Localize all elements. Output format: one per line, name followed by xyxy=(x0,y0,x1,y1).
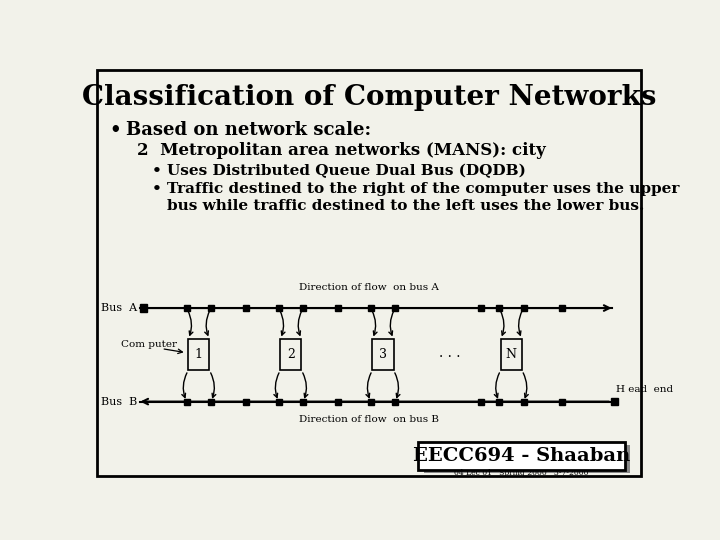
Text: •: • xyxy=(109,121,121,139)
FancyBboxPatch shape xyxy=(500,339,522,370)
Text: H ead  end: H ead end xyxy=(616,384,673,394)
Text: Direction of flow  on bus A: Direction of flow on bus A xyxy=(299,284,439,292)
Text: Traffic destined to the right of the computer uses the upper: Traffic destined to the right of the com… xyxy=(167,182,680,196)
Text: Classification of Computer Networks: Classification of Computer Networks xyxy=(82,84,656,111)
Text: 04 Lec 01   Spring 2000   3-7-2000: 04 Lec 01 Spring 2000 3-7-2000 xyxy=(454,469,588,477)
Text: •: • xyxy=(151,182,161,196)
Text: . . .: . . . xyxy=(439,346,461,360)
Text: Com puter: Com puter xyxy=(121,340,176,349)
Text: 2  Metropolitan area networks (MANS): city: 2 Metropolitan area networks (MANS): cit… xyxy=(138,141,546,159)
Bar xyxy=(611,398,618,406)
Text: 2: 2 xyxy=(287,348,294,361)
Text: Based on network scale:: Based on network scale: xyxy=(126,121,372,139)
FancyBboxPatch shape xyxy=(188,339,210,370)
Text: Direction of flow  on bus B: Direction of flow on bus B xyxy=(299,415,439,424)
Text: Bus  A: Bus A xyxy=(102,303,138,313)
Text: Bus  B: Bus B xyxy=(102,396,138,407)
FancyBboxPatch shape xyxy=(96,70,642,476)
FancyBboxPatch shape xyxy=(280,339,302,370)
FancyBboxPatch shape xyxy=(372,339,394,370)
Text: 1: 1 xyxy=(195,348,203,361)
Text: bus while traffic destined to the left uses the lower bus.: bus while traffic destined to the left u… xyxy=(167,199,644,213)
Text: N: N xyxy=(505,348,517,361)
Text: Uses Distributed Queue Dual Bus (DQDB): Uses Distributed Queue Dual Bus (DQDB) xyxy=(167,164,526,178)
FancyBboxPatch shape xyxy=(418,442,624,470)
Bar xyxy=(140,305,148,312)
Text: EECC694 - Shaaban: EECC694 - Shaaban xyxy=(413,447,630,465)
Text: 3: 3 xyxy=(379,348,387,361)
FancyBboxPatch shape xyxy=(423,445,630,473)
Text: •: • xyxy=(151,164,161,178)
